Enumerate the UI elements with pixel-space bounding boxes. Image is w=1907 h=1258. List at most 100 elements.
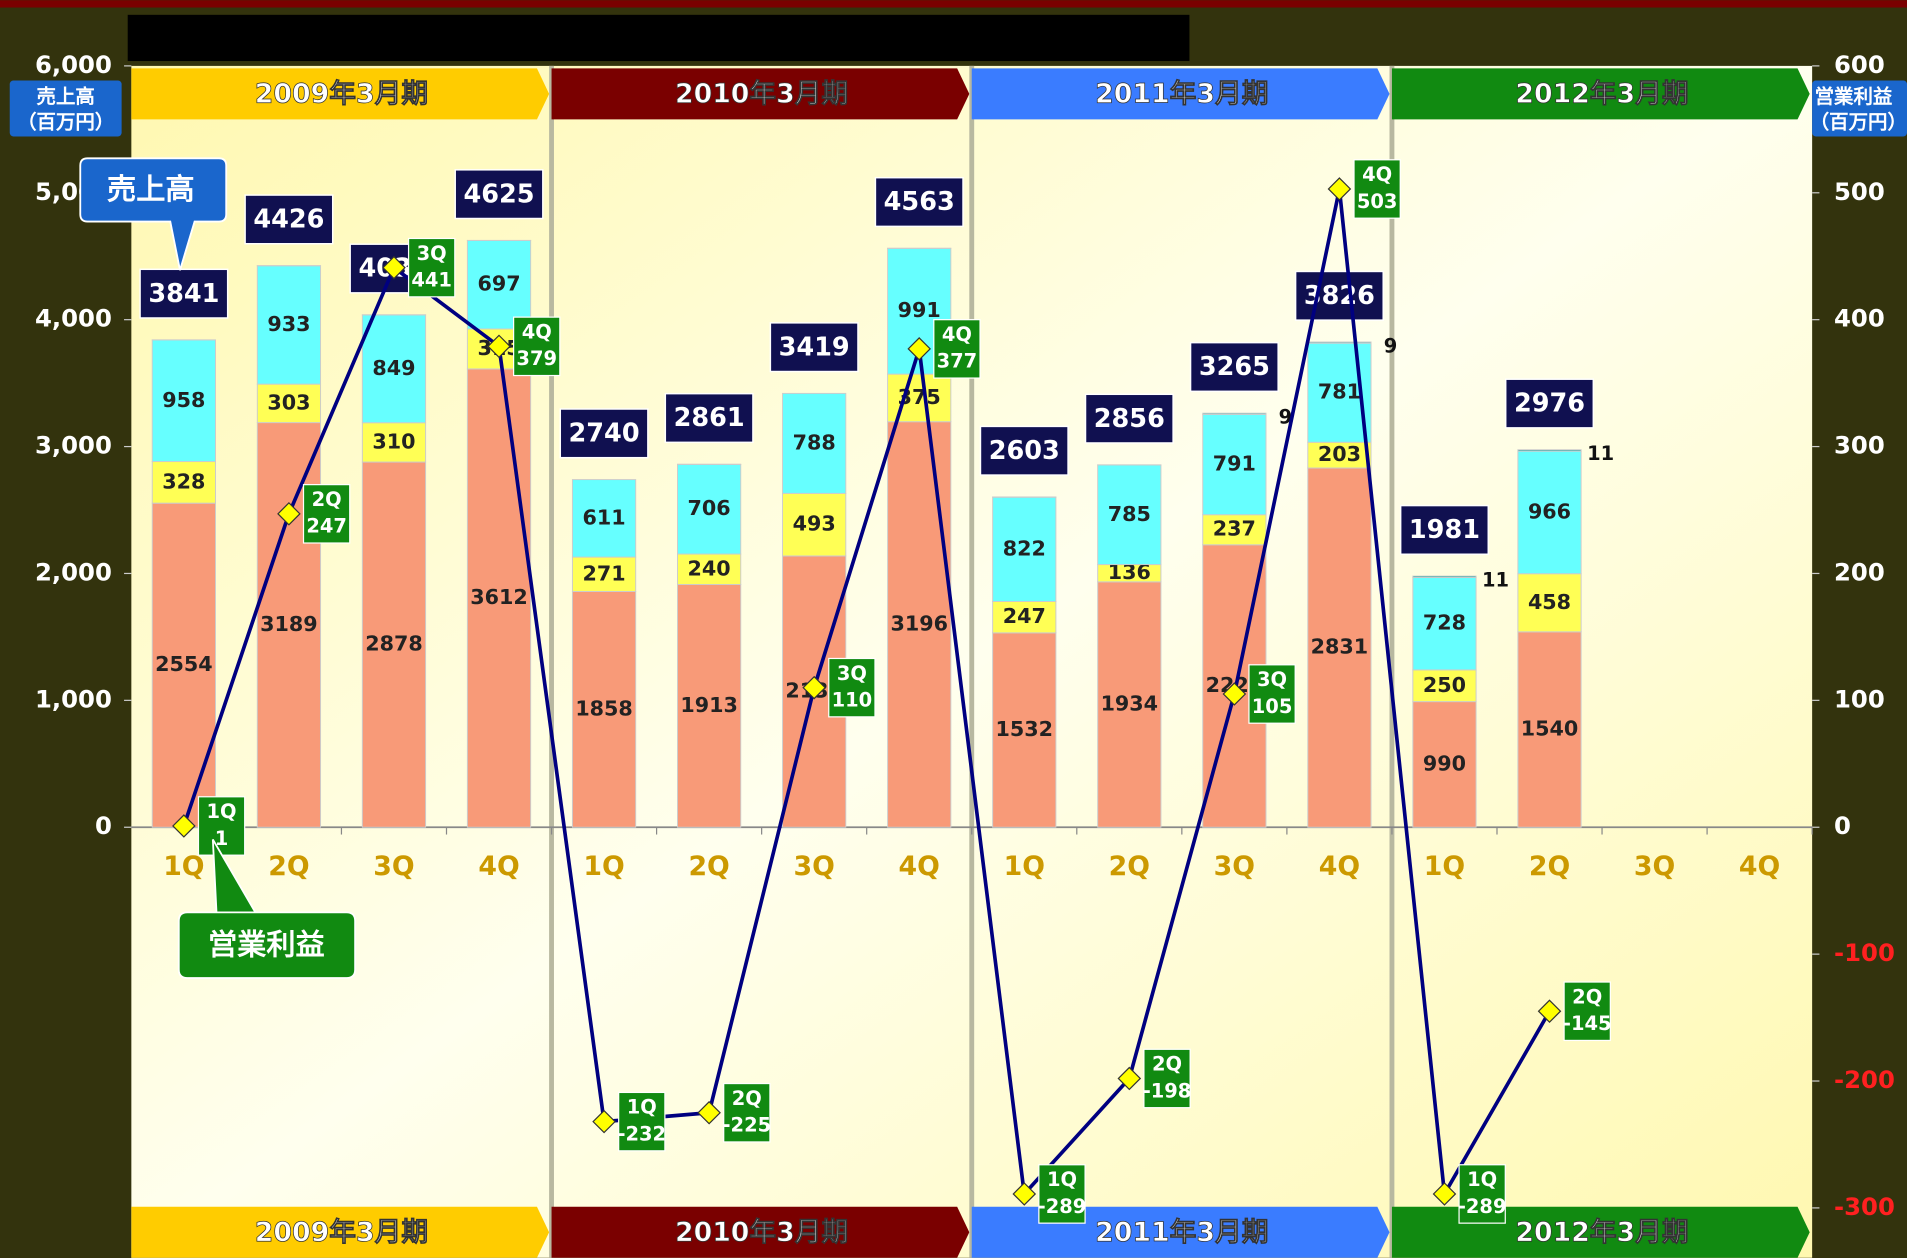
- profit-label-box: [1248, 664, 1296, 724]
- profit-marker: [802, 675, 826, 700]
- profit-label-box: [933, 319, 981, 379]
- x-tick-label: 3Q: [793, 851, 834, 882]
- period-band: [551, 1206, 970, 1258]
- profit-label-quarter: 4Q: [942, 323, 972, 346]
- x-tick-label: 4Q: [1319, 851, 1360, 882]
- bar-segment: [677, 584, 742, 828]
- y2-tick-label: 500: [1834, 177, 1885, 206]
- total-label: 3419: [779, 332, 850, 362]
- x-tick-label: 3Q: [373, 851, 414, 882]
- profit-label: 1: [215, 827, 229, 850]
- x-tick-label: 1Q: [163, 851, 204, 882]
- y2-tick-label: 300: [1834, 431, 1885, 460]
- profit-label-quarter: 2Q: [1572, 985, 1602, 1008]
- bar-value-label: 611: [583, 505, 626, 529]
- profit-marker: [487, 334, 511, 359]
- total-label-box: [1399, 504, 1489, 555]
- x-tick-label: 3Q: [1634, 851, 1675, 882]
- profit-label-quarter: 1Q: [1047, 1168, 1077, 1191]
- bar-value-label: 9: [1384, 334, 1398, 357]
- total-label: 4563: [884, 187, 955, 217]
- bar-segment: [571, 479, 637, 558]
- bar-segment: [466, 240, 532, 330]
- bar-segment: [992, 632, 1057, 828]
- profit-label-box: [513, 316, 561, 377]
- profit-label-box: [302, 484, 351, 544]
- bar-value-label: 958: [162, 388, 205, 412]
- bar-value-label: 310: [372, 429, 415, 453]
- profit-label: 110: [832, 689, 873, 712]
- profit-label-quarter: 3Q: [837, 662, 867, 685]
- bar-segment: [256, 383, 322, 424]
- bar-segment: [1202, 412, 1267, 415]
- y2-label: 営業利益: [1815, 85, 1893, 108]
- y-tick-label: 2,000: [35, 557, 112, 586]
- bar-value-label: 237: [1213, 517, 1256, 541]
- profit-label: 379: [516, 347, 557, 370]
- total-label-box: [1294, 270, 1384, 321]
- total-label-box: [244, 194, 334, 245]
- y2-tick-label: 200: [1834, 557, 1885, 586]
- profit-marker: [1117, 1066, 1142, 1091]
- bar-value-label: 933: [267, 312, 310, 336]
- top-strip: [0, 0, 1907, 8]
- y2-tick-label: 400: [1834, 304, 1885, 333]
- bar-value-label: 2878: [365, 632, 422, 656]
- period-label: 2009年3月期: [255, 1216, 428, 1248]
- bar-value-label: 1913: [680, 693, 738, 717]
- x-tick-label: 4Q: [478, 851, 519, 882]
- y2-tick-label: -100: [1834, 938, 1895, 967]
- period-band: [551, 68, 970, 120]
- bar-segment: [782, 392, 847, 494]
- period-band: [971, 68, 1390, 120]
- bar-segment: [1307, 341, 1372, 344]
- profit-marker: [172, 814, 196, 838]
- profit-label-quarter: 1Q: [207, 800, 237, 823]
- bar-value-label: 3196: [890, 611, 948, 635]
- bar-segment: [1517, 573, 1582, 633]
- total-label: 3265: [1199, 352, 1270, 382]
- profit-label-box: [1143, 1048, 1191, 1109]
- y2-label: （百万円）: [1810, 111, 1907, 134]
- profit-label: 441: [411, 269, 452, 292]
- bar-segment: [677, 553, 742, 585]
- bar-value-label: 1934: [1101, 692, 1159, 716]
- bar-value-label: 706: [688, 496, 731, 520]
- bar-segment: [361, 314, 427, 424]
- y-label: （百万円）: [17, 111, 114, 134]
- y-tick-label: 6,000: [35, 50, 112, 79]
- profit-label: 503: [1357, 190, 1398, 213]
- profit-marker: [1012, 1182, 1037, 1206]
- profit-label-box: [1038, 1164, 1086, 1224]
- profit-label: 377: [937, 350, 978, 373]
- sales-callout: [79, 157, 228, 271]
- x-tick-label: 4Q: [899, 851, 940, 882]
- profit-label: -145: [1563, 1012, 1612, 1035]
- sales-callout-text: 売上高: [107, 172, 195, 206]
- bar-segment: [1412, 577, 1477, 671]
- profit-callout-text: 営業利益: [208, 927, 325, 961]
- bar-segment: [151, 339, 216, 463]
- profit-label: -198: [1143, 1079, 1192, 1102]
- bar-segment: [1202, 413, 1267, 516]
- total-label: 2976: [1514, 389, 1585, 419]
- profit-label-quarter: 2Q: [732, 1087, 762, 1110]
- total-label: 1981: [1409, 515, 1480, 545]
- bar-value-label: 11: [1587, 442, 1614, 465]
- profit-label: -225: [722, 1114, 771, 1137]
- bar-segment: [1307, 467, 1372, 828]
- bar-segment: [1517, 449, 1582, 452]
- bar-value-label: 458: [1528, 590, 1571, 614]
- bar-value-label: 2831: [1311, 635, 1369, 659]
- bar-value-label: 250: [1423, 673, 1466, 697]
- period-band: [131, 1206, 550, 1258]
- total-label-box: [664, 392, 754, 444]
- y-tick-label: 4,000: [35, 304, 112, 333]
- y2-tick-label: -200: [1834, 1065, 1895, 1094]
- total-label-box: [454, 169, 544, 220]
- period-label: 2010年3月期: [675, 78, 848, 110]
- bar-value-label: 990: [1423, 751, 1466, 775]
- x-tick-label: 2Q: [268, 851, 309, 882]
- total-label: 2861: [674, 403, 745, 433]
